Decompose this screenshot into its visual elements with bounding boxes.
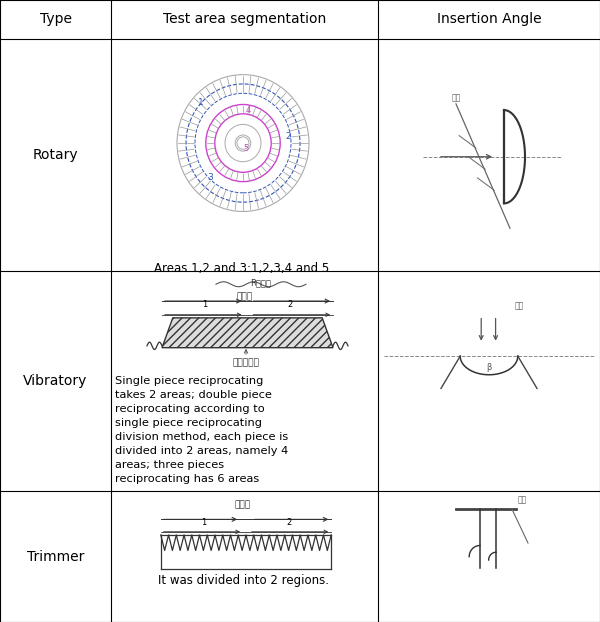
Text: 头发: 头发 <box>451 93 461 102</box>
Text: Vibratory: Vibratory <box>23 374 88 388</box>
Text: 4: 4 <box>245 106 250 115</box>
Text: 内刃滑动面: 内刃滑动面 <box>233 358 259 367</box>
Text: 头发: 头发 <box>517 495 527 504</box>
Text: 3: 3 <box>207 173 213 182</box>
Text: 二等分: 二等分 <box>235 501 251 509</box>
Text: Areas 1,2 and 3:1,2,3,4 and 5.: Areas 1,2 and 3:1,2,3,4 and 5. <box>154 262 332 276</box>
Text: Test area segmentation: Test area segmentation <box>163 12 326 26</box>
Text: R的顶点: R的顶点 <box>251 278 271 287</box>
Text: 2: 2 <box>286 518 291 527</box>
Polygon shape <box>162 318 333 348</box>
Text: Insertion Angle: Insertion Angle <box>437 12 541 26</box>
Text: 1: 1 <box>202 300 208 309</box>
Text: Trimmer: Trimmer <box>27 550 84 564</box>
Text: Type: Type <box>40 12 71 26</box>
Text: 2: 2 <box>285 132 291 141</box>
Text: 1: 1 <box>198 98 204 107</box>
Text: Rotary: Rotary <box>32 147 79 162</box>
Text: 头发: 头发 <box>514 302 524 311</box>
Text: It was divided into 2 regions.: It was divided into 2 regions. <box>158 574 329 587</box>
Text: 2: 2 <box>287 300 293 309</box>
Text: 1: 1 <box>201 518 206 527</box>
Circle shape <box>237 137 249 149</box>
Text: 二等分: 二等分 <box>237 292 253 301</box>
Text: 5: 5 <box>244 144 248 152</box>
Text: Single piece reciprocating
takes 2 areas; double piece
reciprocating according t: Single piece reciprocating takes 2 areas… <box>115 376 289 484</box>
Text: β: β <box>487 363 491 372</box>
